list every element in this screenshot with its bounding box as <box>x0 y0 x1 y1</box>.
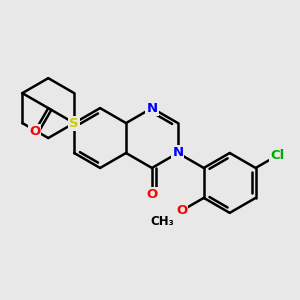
Text: O: O <box>29 125 40 138</box>
Text: N: N <box>172 146 183 160</box>
Text: S: S <box>69 117 79 130</box>
Text: CH₃: CH₃ <box>150 215 174 228</box>
Text: O: O <box>146 188 158 201</box>
Text: O: O <box>176 204 188 217</box>
Text: N: N <box>146 102 158 115</box>
Text: Cl: Cl <box>271 149 285 162</box>
